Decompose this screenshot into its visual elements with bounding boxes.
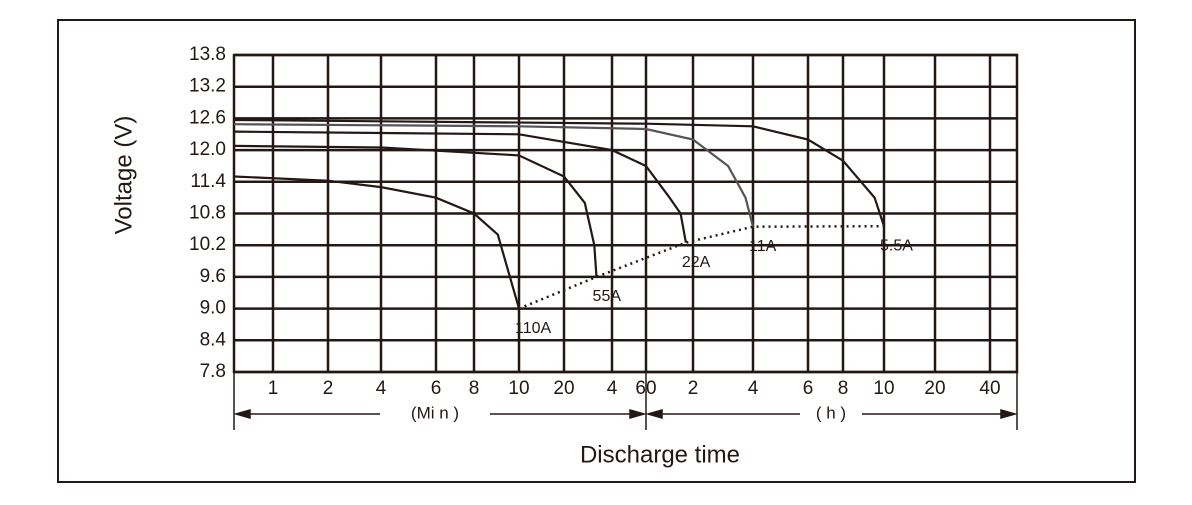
series-line [233, 123, 755, 227]
y-tick-label: 12.0 [189, 139, 226, 160]
x-tick-label: 20 [924, 378, 945, 399]
x-tick-label: 40 [979, 378, 1000, 399]
series-label: 110A [515, 320, 552, 337]
y-tick-label: 10.2 [189, 234, 226, 255]
frame [57, 19, 1136, 483]
x-tick-label: 10 [873, 378, 894, 399]
y-tick-label: 11.4 [190, 171, 226, 192]
x-unit-label: (Mi n ) [411, 403, 459, 422]
x-tick-label: 6 [803, 378, 814, 399]
x-tick-label: 20 [553, 378, 574, 399]
series-line [233, 118, 886, 227]
y-axis-label: Voltage (V) [110, 116, 137, 235]
x-tick-label: 60 [635, 378, 656, 399]
y-tick-label: 10.8 [189, 203, 226, 224]
x-tick-label: 1 [268, 378, 279, 399]
series-label: 11A [749, 238, 777, 255]
cutoff-line [518, 224, 885, 310]
x-tick-label: 6 [431, 378, 442, 399]
series-label: 5.5A [880, 237, 913, 254]
x-unit-label: ( h ) [816, 403, 846, 422]
x-tick-label: 8 [838, 378, 849, 399]
x-unit-axis [233, 372, 1018, 430]
arrow-head [629, 409, 647, 419]
arrow-head [233, 409, 251, 419]
arrow-head [645, 409, 663, 419]
y-tick-label: 9.0 [200, 298, 226, 319]
y-tick-label: 13.2 [189, 76, 226, 97]
series-line [233, 130, 687, 243]
y-tick-label: 13.8 [189, 44, 226, 65]
y-tick-label: 9.6 [200, 266, 226, 287]
series-label: 55A [593, 288, 622, 305]
series-line [233, 175, 521, 309]
y-tick-label: 7.8 [200, 361, 226, 382]
x-tick-label: 4 [607, 378, 618, 399]
plot-area [232, 53, 1019, 374]
arrow-head [1000, 409, 1018, 419]
y-tick-label: 12.6 [189, 107, 226, 128]
x-tick-label: 2 [688, 378, 699, 399]
x-tick-label: 10 [508, 378, 529, 399]
x-tick-label: 8 [469, 378, 480, 399]
plot-border [232, 53, 1019, 374]
x-tick-label: 4 [376, 378, 387, 399]
x-axis-label: Discharge time [580, 441, 740, 468]
y-tick-label: 8.4 [200, 329, 227, 350]
x-tick-label: 2 [323, 378, 334, 399]
series-label: 22A [682, 254, 711, 271]
x-tick-label: 4 [748, 378, 759, 399]
series-line [233, 144, 598, 277]
